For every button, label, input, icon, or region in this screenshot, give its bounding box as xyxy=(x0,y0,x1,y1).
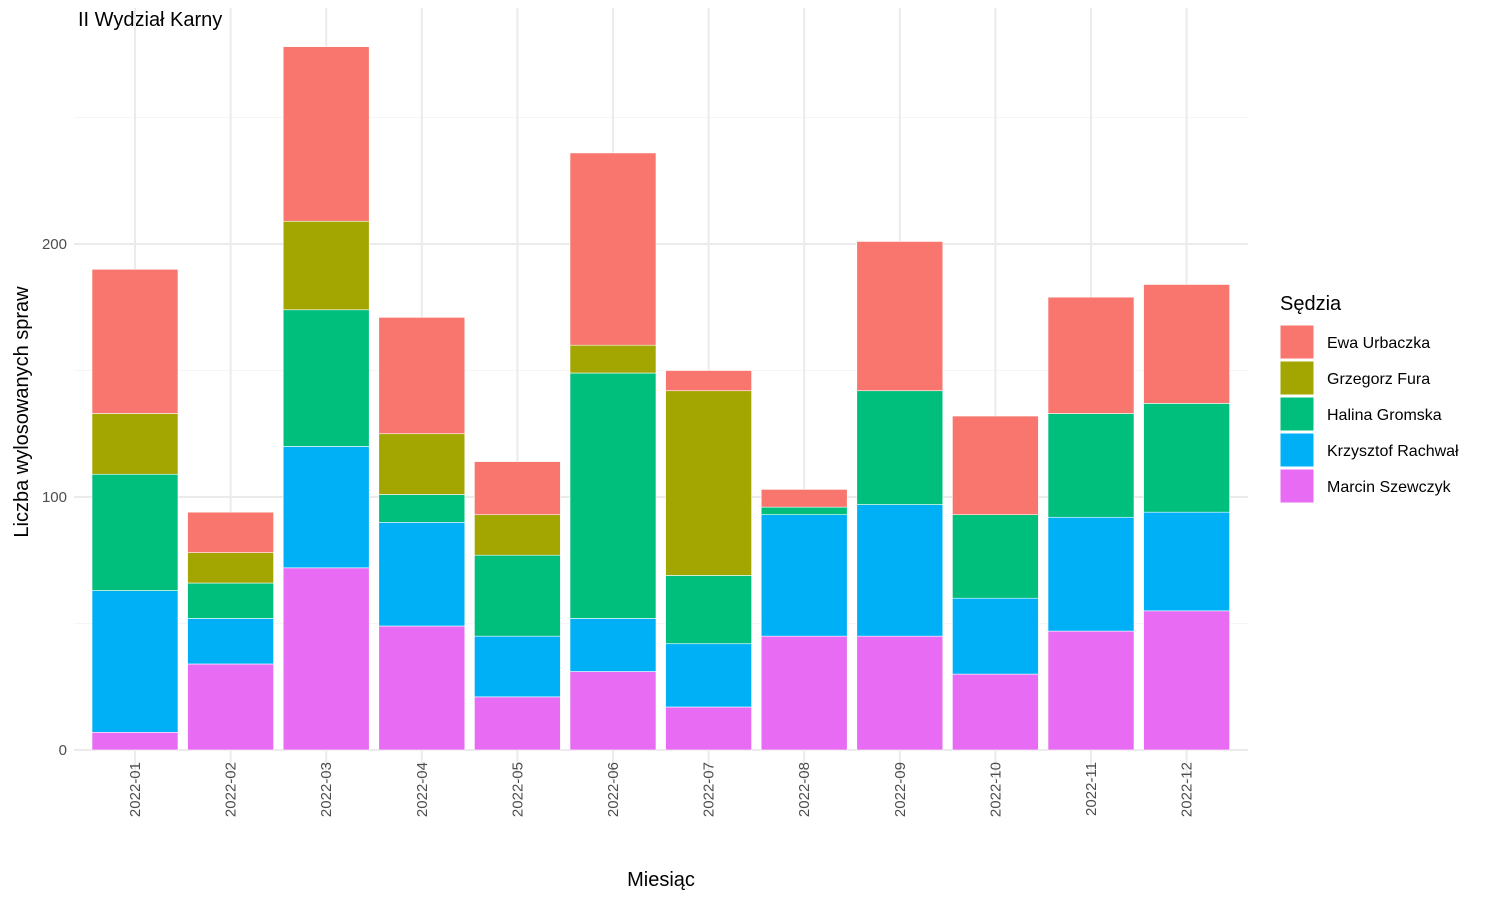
bar-segment xyxy=(1047,413,1135,518)
bar-segment xyxy=(282,567,370,751)
bar-segment xyxy=(856,635,944,751)
legend-label: Halina Gromska xyxy=(1327,407,1442,424)
legend-items: Ewa Urbaczka Grzegorz Fura Halina Gromska K… xyxy=(1279,324,1459,504)
bar-segment xyxy=(569,152,657,346)
x-axis-ticks: 2022-01 2022-02 2022-03 2022-04 2022-05 2022-… xyxy=(127,762,1196,817)
bar-segment xyxy=(665,706,752,751)
bar-segment xyxy=(378,494,466,523)
bar-segment xyxy=(1143,511,1230,612)
bar-segment xyxy=(187,552,274,584)
bar-segment xyxy=(474,696,561,751)
bar-segment xyxy=(91,731,179,751)
bar-segment xyxy=(760,635,848,751)
bar-segment xyxy=(952,415,1039,516)
bar-segment xyxy=(474,461,561,516)
bar-segment xyxy=(282,309,370,447)
legend: Sędzia Ewa Urbaczka Grzegorz Fura Halina G… xyxy=(1279,293,1459,504)
x-tick-label: 2022-05 xyxy=(509,762,526,817)
bars xyxy=(91,46,1230,751)
bar-segment xyxy=(665,643,752,708)
y-tick-label: 100 xyxy=(42,489,67,506)
x-tick-label: 2022-06 xyxy=(605,762,622,817)
bar-segment xyxy=(569,618,657,672)
bar-segment xyxy=(1143,403,1230,513)
legend-key xyxy=(1279,432,1315,468)
x-tick-label: 2022-10 xyxy=(987,762,1004,817)
bar-segment xyxy=(1047,296,1135,414)
legend-key xyxy=(1279,360,1315,396)
bar-segment xyxy=(665,370,752,392)
bar-segment xyxy=(569,344,657,374)
bar-segment xyxy=(952,514,1039,599)
bar-segment xyxy=(187,663,274,751)
bar-segment xyxy=(856,504,944,637)
bar-segment xyxy=(856,390,944,505)
x-tick-label: 2022-11 xyxy=(1083,762,1100,816)
y-axis-ticks: 0 100 200 xyxy=(42,236,67,759)
bar-segment xyxy=(1047,516,1135,632)
bar-segment xyxy=(1143,610,1230,751)
bar-segment xyxy=(952,597,1039,675)
bar-segment xyxy=(91,268,179,414)
bar-segment xyxy=(187,511,274,553)
bar-segment xyxy=(760,489,848,508)
legend-key xyxy=(1279,396,1315,432)
bar-segment xyxy=(760,514,848,637)
x-tick-label: 2022-08 xyxy=(796,762,813,817)
bar-segment xyxy=(665,575,752,645)
bar-segment xyxy=(282,46,370,222)
legend-title: Sędzia xyxy=(1280,293,1342,315)
bar-segment xyxy=(378,625,466,751)
x-tick-label: 2022-09 xyxy=(892,762,909,817)
y-tick-label: 0 xyxy=(59,742,67,759)
bar-segment xyxy=(378,521,466,627)
bar-segment xyxy=(569,671,657,751)
bar-segment xyxy=(760,506,848,516)
bar-segment xyxy=(474,635,561,698)
legend-key xyxy=(1279,324,1315,360)
bar-segment xyxy=(856,241,944,392)
bar-segment xyxy=(282,220,370,311)
bar-segment xyxy=(474,554,561,637)
bar-segment xyxy=(187,582,274,619)
bar-segment xyxy=(282,446,370,569)
bar-segment xyxy=(569,372,657,619)
bar-segment xyxy=(1143,284,1230,404)
bar-segment xyxy=(378,433,466,495)
legend-label: Marcin Szewczyk xyxy=(1327,479,1452,496)
bar-segment xyxy=(187,618,274,665)
x-tick-label: 2022-01 xyxy=(127,762,144,817)
bar-segment xyxy=(91,590,179,733)
bar-segment xyxy=(952,673,1039,751)
x-tick-label: 2022-12 xyxy=(1179,762,1196,817)
x-tick-label: 2022-02 xyxy=(223,762,240,817)
y-axis-title: Liczba wylosowanych spraw xyxy=(11,286,33,538)
legend-key xyxy=(1279,468,1315,504)
legend-label: Krzysztof Rachwał xyxy=(1327,443,1459,460)
legend-label: Grzegorz Fura xyxy=(1327,371,1430,388)
legend-label: Ewa Urbaczka xyxy=(1327,335,1430,352)
bar-segment xyxy=(474,514,561,556)
bar-segment xyxy=(1047,630,1135,751)
x-axis-title: Miesiąc xyxy=(627,869,695,891)
x-tick-label: 2022-03 xyxy=(318,762,335,817)
bar-segment xyxy=(91,473,179,591)
x-tick-label: 2022-07 xyxy=(701,762,718,817)
bar-segment xyxy=(378,317,466,435)
bar-segment xyxy=(91,413,179,475)
y-tick-label: 200 xyxy=(42,236,67,253)
bar-segment xyxy=(665,390,752,576)
chart-title: II Wydział Karny xyxy=(78,9,222,31)
x-tick-label: 2022-04 xyxy=(414,762,431,817)
